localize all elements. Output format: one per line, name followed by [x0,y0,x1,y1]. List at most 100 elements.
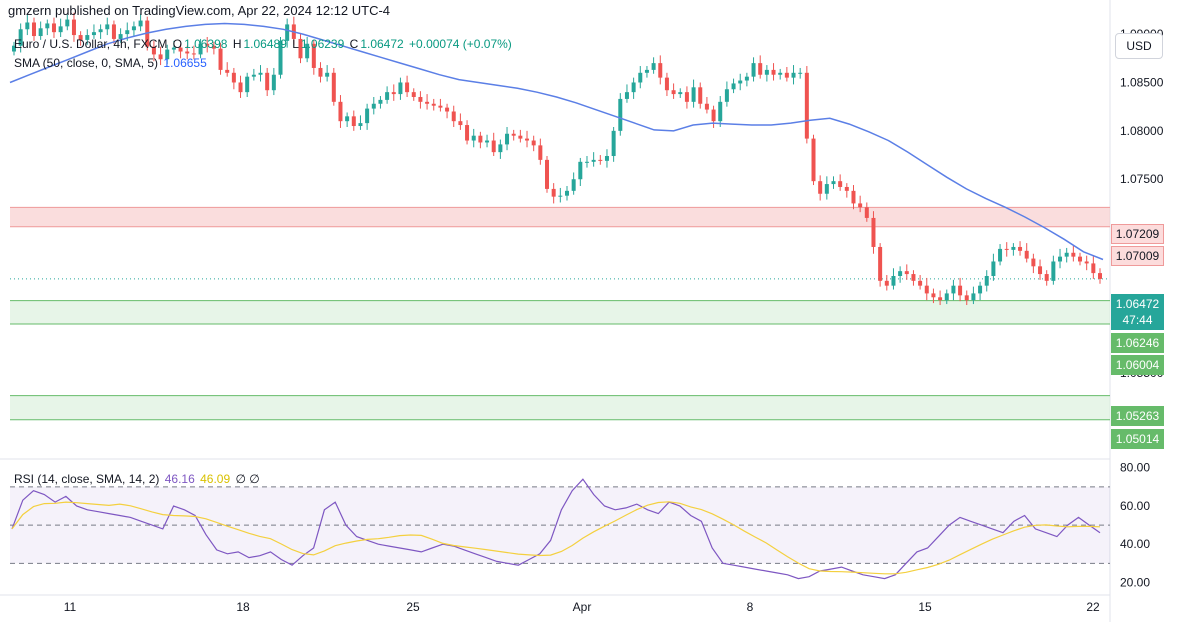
sma-line [9,22,1104,261]
candle-body [644,69,649,73]
candle-body [271,74,276,91]
candle-body [365,108,370,124]
candle-body [131,26,136,31]
candle-body [1058,256,1063,262]
candle-body [1071,252,1076,257]
candle-body [218,48,223,70]
candle-body [125,30,130,35]
candle-body [684,92,689,102]
candle-body [458,121,463,126]
candle-body [651,63,656,70]
candle-body [1098,273,1102,279]
candle-body [1044,274,1049,281]
candle-body [465,125,470,141]
sma-legend: SMA (50, close, 0, SMA, 5) 1.06655 [14,56,209,70]
candle-body [531,140,536,146]
last-price-tag: 1.06472 47:44 [1111,294,1164,330]
candle-body [731,83,736,90]
last-price: 1.06472 [1115,297,1160,311]
candle-body [1018,246,1023,251]
candle-body [305,43,310,59]
candle-body [1091,263,1096,274]
candle-body [978,285,983,294]
candles [12,12,1102,306]
time-tick-label: 18 [236,600,250,614]
candle-body [1051,261,1056,281]
time-tick-label: 11 [64,600,77,614]
candle-body [178,47,183,52]
candle-body [378,99,383,104]
price-tag-resistance-bottom: 1.07009 [1111,246,1164,266]
candle-body [205,43,210,46]
candle-body [924,285,929,294]
candle-body [485,140,490,143]
time-tick-label: 25 [406,600,420,614]
high-value: 1.06489 [243,37,287,51]
candle-body [211,45,216,49]
candle-body [98,29,103,33]
rsi-value: 46.16 [164,472,195,486]
rsi-tick-label: 60.00 [1120,499,1150,513]
candle-body [25,22,30,30]
candle-body [398,82,403,95]
time-tick-label: 22 [1086,600,1100,614]
candle-body [165,49,170,60]
currency-button[interactable]: USD [1115,33,1163,59]
open-value: 1.06398 [184,37,228,51]
candle-body [438,105,443,108]
candle-body [631,82,636,93]
candle-body [691,87,696,102]
candle-body [245,76,250,93]
price-tag-support1-top: 1.06246 [1111,333,1164,353]
zone-support-2 [10,395,1110,420]
price-tag-resistance-top: 1.07209 [1111,224,1164,244]
candle-body [445,107,450,112]
rsi-label: RSI (14, close, SMA, 14, 2) [14,472,160,486]
candle-body [151,46,156,55]
zone-support-1 [10,300,1110,324]
candle-body [718,101,723,122]
candle-body [118,34,123,39]
candle-body [285,24,290,41]
candle-body [491,140,496,153]
candle-body [984,275,989,286]
candle-body [225,69,230,73]
candle-body [471,135,476,141]
candle-body [525,138,530,141]
candle-body [778,72,783,75]
sma-value: 1.06655 [163,56,207,70]
candle-body [85,35,90,40]
candle-body [18,29,23,46]
candle-body [998,248,1003,262]
candle-body [958,285,963,296]
candle-body [505,133,510,145]
candle-body [824,184,829,194]
price-tick-label: 1.07500 [1120,172,1164,186]
time-tick-label: Apr [573,600,592,614]
candle-body [358,123,363,127]
candle-body [325,72,330,77]
candle-body [1004,248,1009,250]
rsi-legend: RSI (14, close, SMA, 14, 2) 46.16 46.09 … [14,472,262,486]
price-tick-label: 1.08500 [1120,75,1164,89]
candle-body [405,82,410,93]
rsi-extra: ∅ ∅ [235,472,260,486]
candle-body [1064,252,1069,257]
candle-body [351,116,356,127]
candle-body [538,145,543,160]
candle-body [251,74,256,77]
candle-body [584,161,589,163]
candle-body [664,77,669,91]
candle-body [698,87,703,104]
candle-body [231,72,236,83]
candle-body [738,80,743,84]
candle-body [598,159,603,161]
candle-body [65,19,70,27]
price-tick-label: 1.08000 [1120,124,1164,138]
candle-body [804,72,809,139]
candle-body [171,47,176,50]
candle-body [451,111,456,122]
candle-body [45,23,50,29]
candle-body [331,72,336,102]
